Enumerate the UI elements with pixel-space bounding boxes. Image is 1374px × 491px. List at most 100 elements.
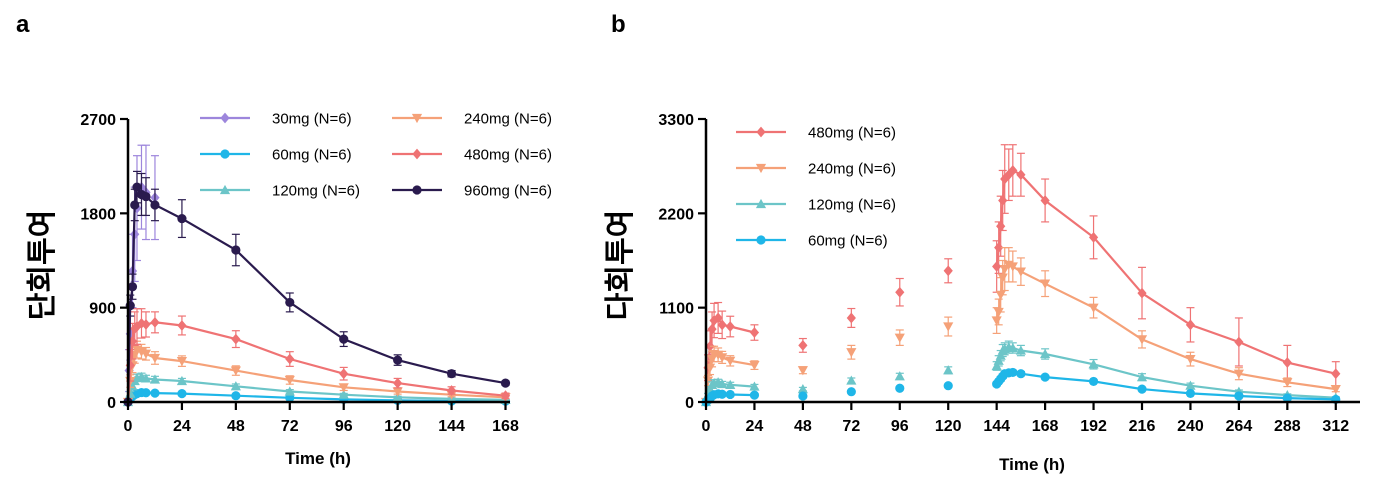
panel-b-series-2-point (797, 384, 808, 394)
panel-b-y-tick-label: 0 (685, 395, 694, 412)
panel-a-y-axis-title: 단회투여 (26, 210, 59, 320)
panel-a-series-1-point (177, 389, 187, 399)
panel-b-series-1-point (1088, 303, 1099, 313)
panel-a-series-5-point (393, 355, 403, 365)
panel-b-axes: 0 1100 2200 3300 0 24 48 72 96 120 144 168 192 216 240… (658, 112, 1360, 435)
panel-a-y-tick-label: 0 (107, 395, 116, 412)
panel-a-legend-label: 240mg (N=6) (464, 111, 552, 128)
panel-b-series-0-point (798, 340, 808, 351)
panel-b-series-1-point (725, 356, 736, 366)
panel-b-x-axis-title: Time (h) (999, 455, 1065, 474)
panel-b-series-1-point (894, 333, 905, 343)
panel-b-x-tick-label: 168 (1032, 418, 1059, 435)
panel-a-y-tick-label: 2700 (80, 112, 116, 129)
panel-b-legend-item-1: 240mg (N=6) (736, 161, 896, 178)
panel-b-y-tick-label: 1100 (659, 301, 694, 318)
panel-a-x-tick-label: 48 (227, 418, 245, 435)
panel-b-series-1-point (1007, 262, 1018, 272)
panel-b-series-2-point (894, 371, 905, 381)
panel-b-series-1-point (1185, 355, 1196, 365)
panel-b-series-3-point (725, 389, 735, 400)
panel-a-series-2-point (284, 386, 295, 396)
panel-b-series-0-point (1331, 368, 1341, 380)
panel-a-series-4-point (339, 368, 349, 380)
panel-b-legend-swatch-marker (756, 126, 766, 138)
panel-b-series-3-point (1234, 391, 1244, 401)
panel-b-legend: 480mg (N=6) 240mg (N=6) 120mg (N=6) 60mg (N… (736, 125, 896, 250)
panel-b-x-tick-label: 120 (935, 418, 962, 435)
panel-a-series-2-point (140, 373, 152, 383)
panel-b-series-1-point (846, 348, 857, 358)
panel-a-series-3-point (284, 375, 295, 386)
panel-a-legend-swatch-marker (220, 112, 230, 124)
panel-a-series-5-point (141, 191, 151, 202)
panel-b-series-0-point (846, 312, 856, 324)
panel-b-series-0-point (707, 323, 717, 335)
panel-b-series-2-point (1136, 372, 1148, 382)
panel-a-series-3-point (149, 353, 161, 364)
panel-b-series-0-point (713, 312, 723, 324)
panel-b-series-3-point (1040, 372, 1050, 382)
panel-b-legend-label: 240mg (N=6) (808, 161, 896, 178)
panel-b-series-1-point (749, 361, 760, 371)
panel-b-series-1-point (1233, 369, 1244, 379)
panel-b-series-0-point (749, 327, 760, 338)
panel-b-series-2-point (943, 365, 954, 375)
panel-b-series-0-point (1016, 169, 1026, 181)
panel-b-legend-label: 480mg (N=6) (808, 125, 896, 142)
panel-a-series-4-point (231, 333, 241, 345)
panel-b-series-0-point (1282, 357, 1292, 368)
panel-b-series-3-point (943, 381, 953, 391)
panel-b-series-3-point (749, 390, 760, 400)
panel-b-legend-item-2: 120mg (N=6) (736, 197, 896, 214)
panel-b-x-tick-label: 312 (1322, 418, 1349, 435)
panel-a-series-4-point (141, 319, 151, 330)
panel-b-series-0-point (1234, 336, 1244, 348)
panel-a-series-4-point (285, 353, 295, 365)
panel-b-series-3-point (1282, 393, 1292, 403)
panel-a-series-1-point (231, 391, 241, 401)
panel-a-series-1-point (141, 388, 151, 398)
panel-a-series-2-point (338, 389, 349, 399)
panel-b-x-tick-label: 0 (702, 418, 711, 435)
panel-a-x-tick-label: 0 (124, 418, 133, 435)
panel-a-series-4-point (125, 359, 135, 371)
panel-b-legend-item-0: 480mg (N=6) (736, 125, 896, 142)
panel-a-series-layer (122, 144, 511, 408)
panel-a-legend-item-0: 30mg (N=6) (200, 111, 352, 128)
panel-b-series-2-point (1088, 359, 1099, 369)
panel-a-x-tick-label: 72 (281, 418, 299, 435)
panel-b-x-tick-label: 72 (842, 418, 860, 435)
panel-b-series-3 (701, 367, 1341, 407)
panel-b-chart: 0 1100 2200 3300 0 24 48 72 96 120 144 168 192 216 240… (604, 112, 1360, 474)
panel-b-series-1-point (713, 350, 724, 360)
panel-a-series-5 (123, 170, 511, 407)
panel-a-series-5-point (231, 245, 241, 255)
panel-a-legend-item-1: 60mg (N=6) (200, 147, 352, 164)
panel-a-series-3-point (176, 357, 188, 367)
panel-a-series-4-point (500, 390, 511, 402)
panel-a-legend: 30mg (N=6) 60mg (N=6) 120mg (N=6) 240mg (N=… (200, 111, 552, 200)
panel-a-legend-item-4: 480mg (N=6) (392, 147, 552, 164)
panel-b-y-axis-title: 다회투여 (604, 210, 637, 320)
panel-b-series-2-point (995, 350, 1006, 360)
panel-a-series-3-point (230, 366, 241, 376)
panel-b-series-0-point (1040, 195, 1050, 206)
panel-b-series-3-point (1008, 367, 1018, 378)
panel-b-series-0-point (895, 286, 905, 298)
panel-a-chart: 0 900 1800 2700 0 24 48 72 96 120 144 168 30mg (N=6… (26, 111, 552, 469)
panel-b-series-2-point (846, 375, 857, 385)
panel-a-series-4-point (446, 385, 457, 396)
panel-b-series-0 (701, 144, 1341, 408)
panel-b-y-tick-label: 3300 (658, 112, 694, 129)
panel-a-series-2-point (230, 381, 241, 391)
panel-a-legend-item-2: 120mg (N=6) (200, 183, 360, 200)
panel-b-series-2-point (725, 379, 736, 389)
panel-b-series-3-point (1137, 384, 1147, 394)
panel-a-x-tick-label: 24 (173, 418, 191, 435)
panel-a-x-tick-label: 144 (438, 418, 465, 435)
panel-a-series-2-point (176, 375, 188, 386)
panel-b-series-0-point (1000, 173, 1010, 185)
panel-b-legend-item-3: 60mg (N=6) (736, 233, 888, 250)
panel-b-x-tick-label: 48 (794, 418, 812, 435)
